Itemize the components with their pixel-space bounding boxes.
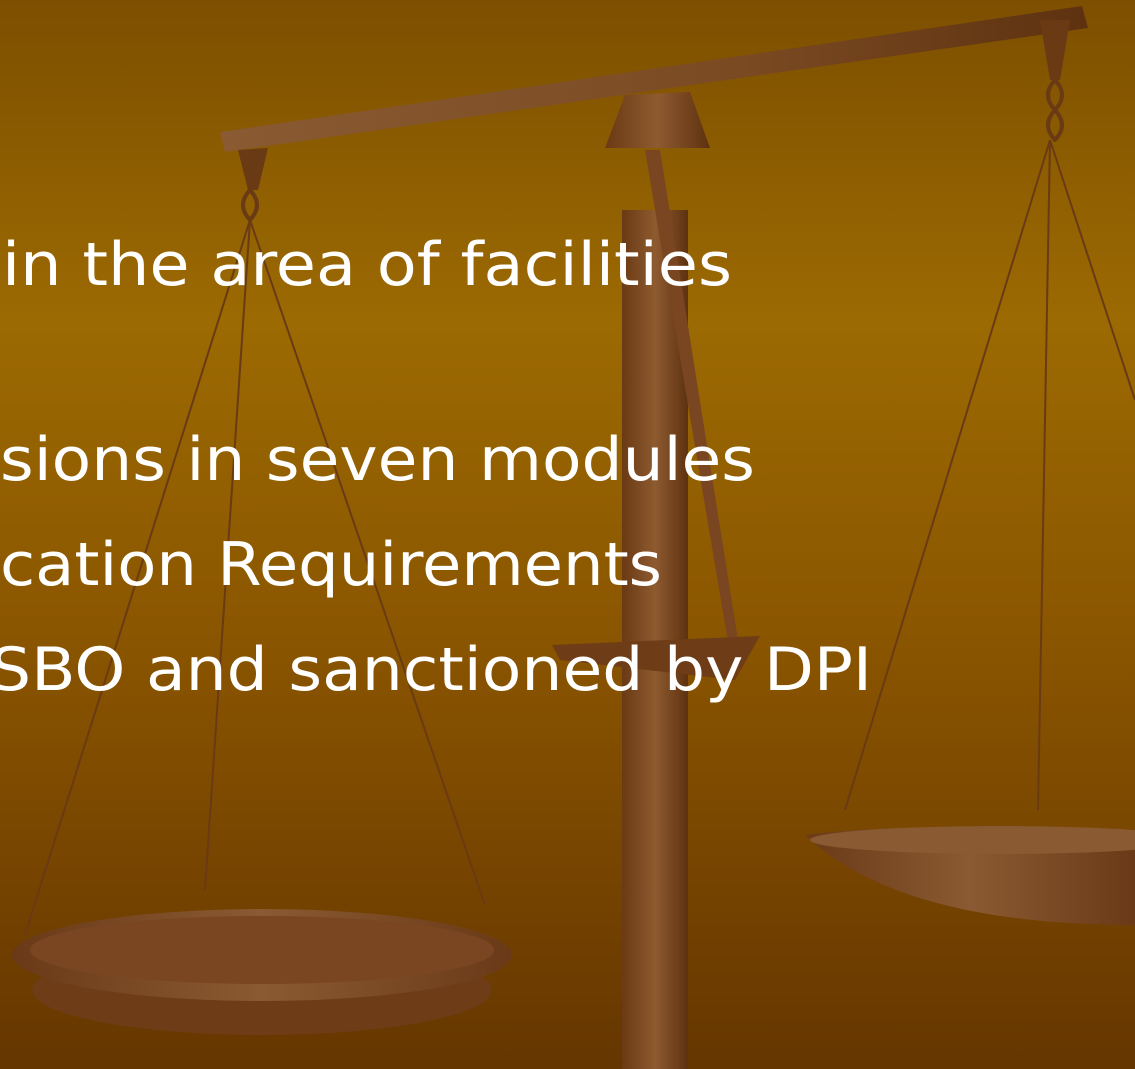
text-line: cation Requirements xyxy=(0,530,662,600)
text-line: sions in seven modules xyxy=(0,425,755,495)
page: in the area of facilities sions in seven… xyxy=(0,0,1135,1069)
text-line: in the area of facilities xyxy=(2,230,732,300)
slide: in the area of facilities sions in seven… xyxy=(0,0,1135,1069)
text-line: SBO and sanctioned by DPI xyxy=(0,635,872,705)
